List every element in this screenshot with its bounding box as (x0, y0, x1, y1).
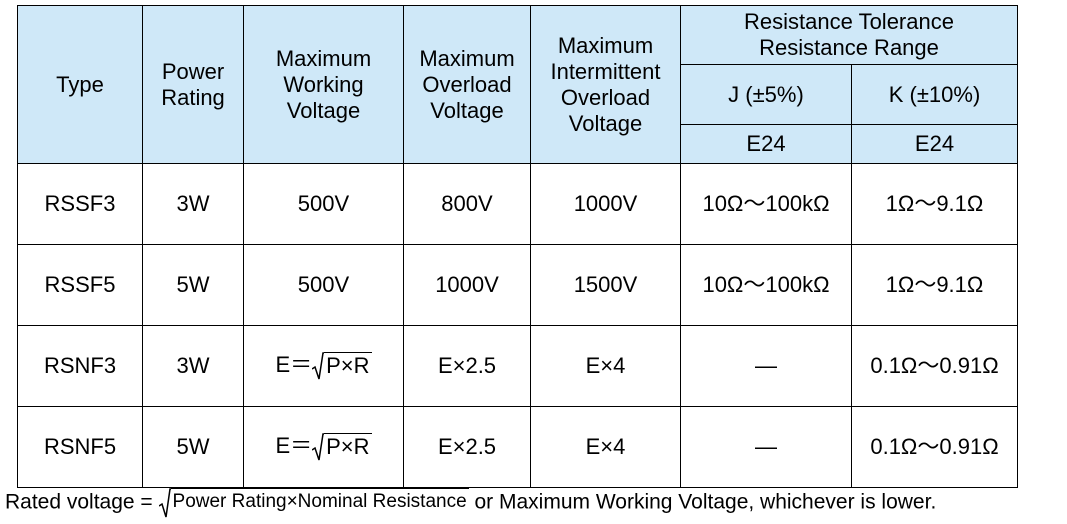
footnote-radicand: Power Rating×Nominal Resistance (170, 488, 469, 518)
cell-overload-voltage: 1000V (403, 244, 531, 326)
table-row: RSSF5 5W 500V 1000V 1500V 10Ω～100kΩ 1Ω～9… (17, 244, 1018, 326)
cell-working-voltage: 500V (243, 244, 404, 326)
cell-range-k: 0.1Ω～0.91Ω (851, 325, 1018, 407)
header-type: Type (17, 5, 143, 164)
formula-prefix: E＝ (275, 432, 313, 458)
cell-type: RSNF3 (17, 325, 143, 407)
cell-type: RSSF3 (17, 163, 143, 245)
cell-power: 3W (142, 325, 244, 407)
cell-range-k: 1Ω～9.1Ω (851, 244, 1018, 326)
table-row: RSNF5 5W E＝ P×R E×2.5 E×4 — 0.1Ω～0.91Ω (17, 406, 1018, 488)
cell-power: 3W (142, 163, 244, 245)
cell-intermittent-voltage: E×4 (530, 325, 681, 407)
cell-overload-voltage: 800V (403, 163, 531, 245)
radical-sign-icon (158, 488, 171, 518)
cell-intermittent-voltage: E×4 (530, 406, 681, 488)
header-tolerance-j: J (±5%) (680, 64, 852, 125)
rated-voltage-footnote: Rated voltage = Power Rating×Nominal Res… (5, 488, 1065, 518)
square-root: P×R (312, 352, 372, 380)
table-row: RSSF3 3W 500V 800V 1000V 10Ω～100kΩ 1Ω～9.… (17, 163, 1018, 245)
cell-range-j: 10Ω～100kΩ (680, 163, 852, 245)
cell-overload-voltage: E×2.5 (403, 406, 531, 488)
cell-range-k: 1Ω～9.1Ω (851, 163, 1018, 245)
header-resistance-tolerance-range: Resistance Tolerance Resistance Range (680, 5, 1018, 65)
cell-type: RSNF5 (17, 406, 143, 488)
cell-working-voltage-formula: E＝ P×R (243, 325, 404, 407)
header-max-overload-voltage: Maximum Overload Voltage (403, 5, 531, 164)
formula-radicand: P×R (324, 352, 372, 379)
cell-working-voltage: 500V (243, 163, 404, 245)
cell-range-j: 10Ω～100kΩ (680, 244, 852, 326)
header-series-k: E24 (851, 124, 1018, 164)
formula-prefix: E＝ (275, 351, 313, 377)
cell-range-j: — (680, 406, 852, 488)
cell-type: RSSF5 (17, 244, 143, 326)
footnote-square-root: Power Rating×Nominal Resistance (158, 488, 469, 518)
header-max-working-voltage: Maximum Working Voltage (243, 5, 404, 164)
cell-working-voltage-formula: E＝ P×R (243, 406, 404, 488)
table-row: RSNF3 3W E＝ P×R E×2.5 E×4 — 0.1Ω～0.91Ω (17, 325, 1018, 407)
cell-intermittent-voltage: 1500V (530, 244, 681, 326)
square-root: P×R (312, 433, 372, 461)
header-max-intermittent-overload-voltage: Maximum Intermittent Overload Voltage (530, 5, 681, 164)
footnote-prefix: Rated voltage = (5, 490, 159, 514)
cell-power: 5W (142, 406, 244, 488)
radical-sign-icon (312, 433, 325, 461)
header-series-j: E24 (680, 124, 852, 164)
spec-table: Type Power Rating Maximum Working Voltage M… (17, 5, 1018, 488)
header-tolerance-k: K (±10%) (851, 64, 1018, 125)
formula-radicand: P×R (324, 433, 372, 460)
cell-power: 5W (142, 244, 244, 326)
footnote-suffix: or Maximum Working Voltage, whichever is… (468, 490, 937, 514)
cell-intermittent-voltage: 1000V (530, 163, 681, 245)
radical-sign-icon (312, 352, 325, 380)
cell-range-k: 0.1Ω～0.91Ω (851, 406, 1018, 488)
cell-overload-voltage: E×2.5 (403, 325, 531, 407)
header-power-rating: Power Rating (142, 5, 244, 164)
cell-range-j: — (680, 325, 852, 407)
